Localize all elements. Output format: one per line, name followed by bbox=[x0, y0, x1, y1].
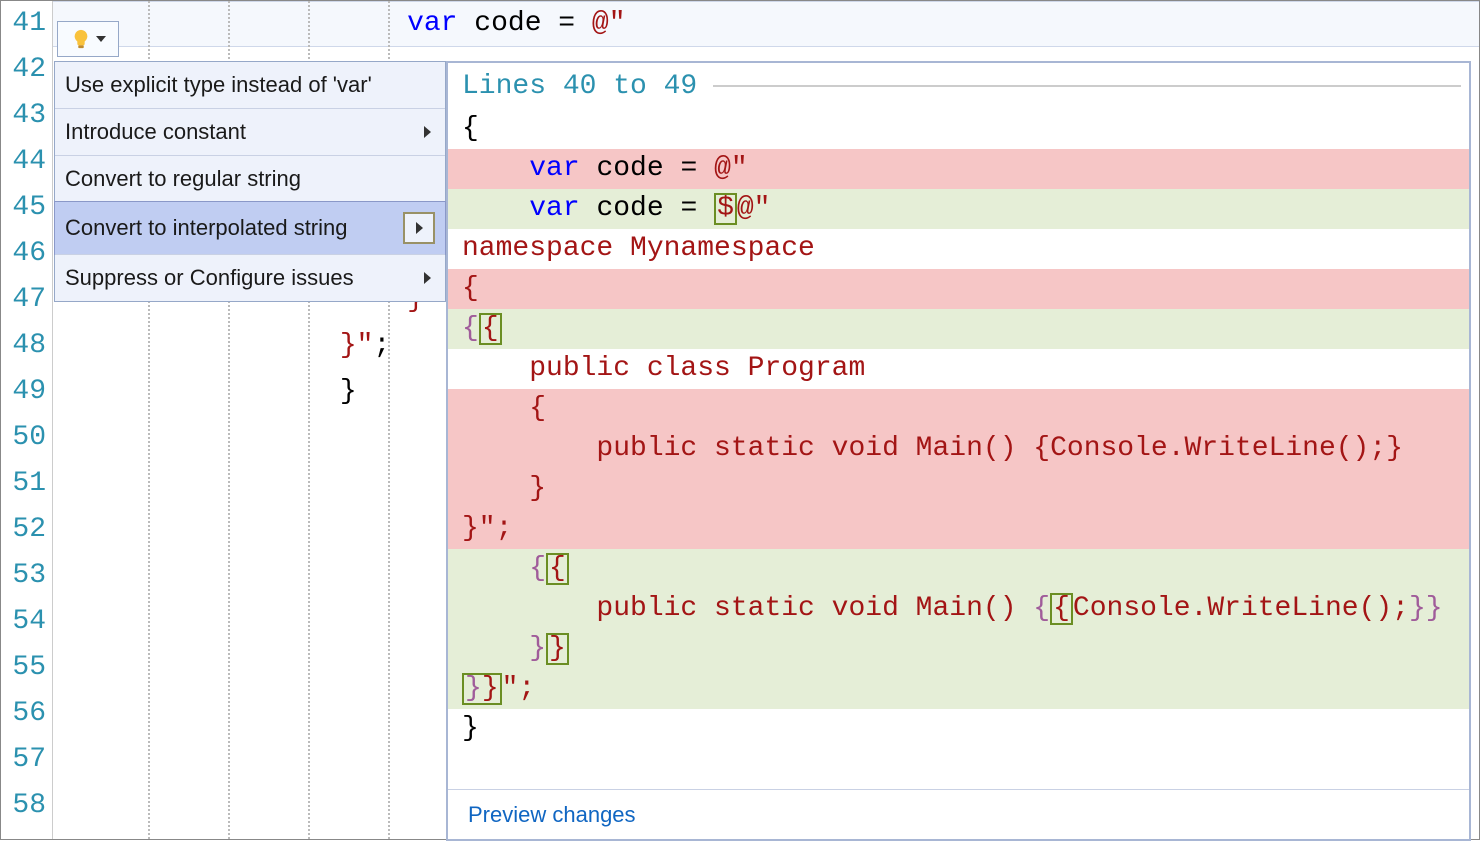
diff-removed: public static void Main() {Console.Write… bbox=[448, 429, 1469, 469]
line-number: 46 bbox=[1, 231, 46, 277]
qa-item-label: Use explicit type instead of 'var' bbox=[65, 72, 372, 98]
qa-item-label: Convert to interpolated string bbox=[65, 215, 348, 241]
line-number: 58 bbox=[1, 783, 46, 829]
line-number: 43 bbox=[1, 93, 46, 139]
diff-context: namespace Mynamespace bbox=[448, 229, 1469, 269]
line-number: 48 bbox=[1, 323, 46, 369]
header-rule bbox=[713, 85, 1461, 87]
line-number: 54 bbox=[1, 599, 46, 645]
diff-added: }} bbox=[448, 629, 1469, 669]
qa-item-label: Introduce constant bbox=[65, 119, 246, 145]
qa-item-explicit-type[interactable]: Use explicit type instead of 'var' bbox=[55, 62, 445, 108]
qa-item-label: Suppress or Configure issues bbox=[65, 265, 354, 291]
line-number: 41 bbox=[1, 1, 46, 47]
quick-actions-menu: Use explicit type instead of 'var' Intro… bbox=[54, 61, 446, 302]
line-gutter: 41 42 43 44 45 46 47 48 49 50 51 52 53 5… bbox=[1, 1, 53, 839]
line-number: 42 bbox=[1, 47, 46, 93]
diff-context: } bbox=[448, 709, 1469, 749]
diff-body: { var code = @" var code = $@" namespace… bbox=[448, 109, 1469, 789]
line-number: 55 bbox=[1, 645, 46, 691]
line-number: 45 bbox=[1, 185, 46, 231]
line-number: 57 bbox=[1, 737, 46, 783]
line-number: 50 bbox=[1, 415, 46, 461]
line-number: 53 bbox=[1, 553, 46, 599]
diff-blank bbox=[448, 749, 1469, 789]
submenu-arrow-icon bbox=[403, 212, 435, 244]
preview-header-text: Lines 40 to 49 bbox=[462, 71, 697, 102]
diff-added: }}"; bbox=[448, 669, 1469, 709]
line-number: 47 bbox=[1, 277, 46, 323]
diff-removed: } bbox=[448, 469, 1469, 509]
diff-added: var code = $@" bbox=[448, 189, 1469, 229]
line-number: 56 bbox=[1, 691, 46, 737]
preview-changes-link[interactable]: Preview changes bbox=[448, 789, 1469, 839]
diff-added: {{ bbox=[448, 309, 1469, 349]
lightbulb-icon bbox=[70, 28, 92, 50]
diff-context: public class Program bbox=[448, 349, 1469, 389]
submenu-arrow-icon bbox=[424, 126, 431, 138]
qa-item-suppress-configure[interactable]: Suppress or Configure issues bbox=[55, 255, 445, 301]
line-number: 51 bbox=[1, 461, 46, 507]
submenu-arrow-icon bbox=[424, 272, 431, 284]
code-preview-panel: Lines 40 to 49 { var code = @" var code … bbox=[446, 61, 1471, 841]
line-number: 52 bbox=[1, 507, 46, 553]
preview-header: Lines 40 to 49 bbox=[448, 63, 1469, 109]
diff-added: {{ bbox=[448, 549, 1469, 589]
diff-removed: { bbox=[448, 269, 1469, 309]
qa-item-interpolated-string[interactable]: Convert to interpolated string bbox=[54, 201, 446, 255]
diff-removed: var code = @" bbox=[448, 149, 1469, 189]
qa-item-label: Convert to regular string bbox=[65, 166, 301, 192]
diff-removed: { bbox=[448, 389, 1469, 429]
preview-footer-label: Preview changes bbox=[468, 802, 636, 828]
diff-context: { bbox=[448, 109, 1469, 149]
line-number: 44 bbox=[1, 139, 46, 185]
diff-removed: }"; bbox=[448, 509, 1469, 549]
qa-item-regular-string[interactable]: Convert to regular string bbox=[55, 156, 445, 202]
code-line-41[interactable]: var code = @" bbox=[53, 1, 1479, 47]
qa-item-introduce-constant[interactable]: Introduce constant bbox=[55, 109, 445, 155]
lightbulb-button[interactable] bbox=[57, 21, 119, 57]
line-number: 49 bbox=[1, 369, 46, 415]
chevron-down-icon bbox=[96, 36, 106, 42]
diff-added: public static void Main() {{Console.Writ… bbox=[448, 589, 1469, 629]
